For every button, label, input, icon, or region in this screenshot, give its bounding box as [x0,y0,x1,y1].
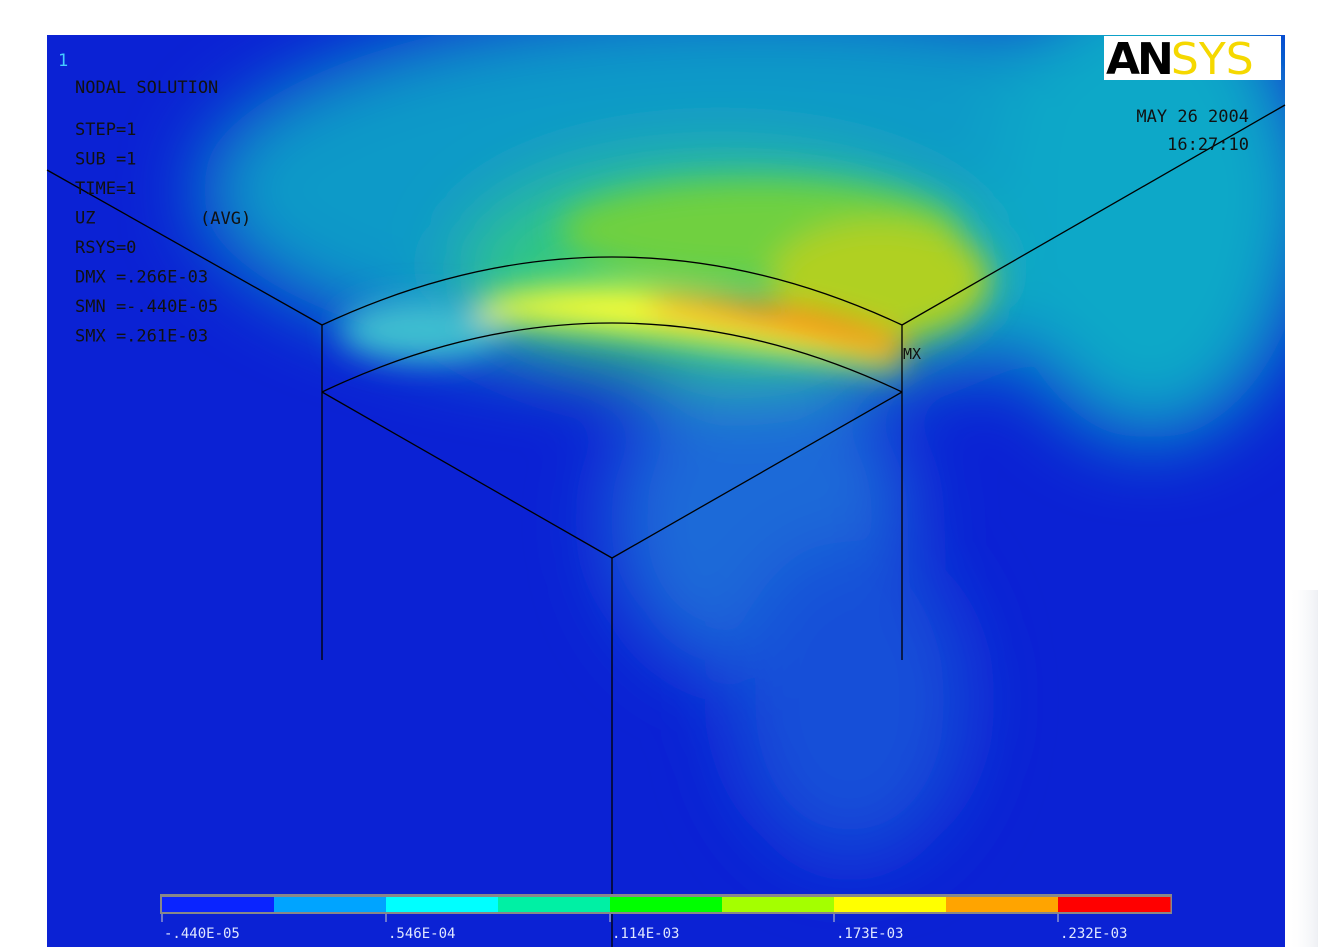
legend-label: .546E-04 [388,926,455,942]
info-line: UZ [75,209,95,229]
legend-label: .114E-03 [612,926,679,942]
legend-swatch [834,897,947,912]
legend-swatch [610,897,723,912]
info-line: SUB =1 [75,150,136,170]
legend-label: .232E-03 [1060,926,1127,942]
contour-plot [47,35,1285,947]
logo: ANSYS [1106,34,1254,85]
legend-swatch [498,897,611,912]
legend-swatch [946,897,1059,912]
info-line: STEP=1 [75,120,136,140]
max-marker: MX [903,345,921,363]
legend-swatch [722,897,835,912]
info-line: RSYS=0 [75,238,136,258]
info-title: NODAL SOLUTION [75,78,218,98]
date: MAY 26 2004 [1136,107,1249,127]
legend-label: .173E-03 [836,926,903,942]
logo-box [1104,36,1281,80]
info-block: STEP=1 SUB =1 TIME=1 UZ RSYS=0 DMX =.266E-03 S… [75,120,218,347]
legend: -.440E-05 .546E-04 .114E-03 .173E-03 .232E-0… [161,897,1171,942]
window-edge [1288,590,1318,947]
logo-light: SYS [1171,34,1254,85]
info-line: SMX =.261E-03 [75,327,208,347]
info-line: SMN =-.440E-05 [75,297,218,317]
legend-label: -.440E-05 [164,926,240,942]
info-line: TIME=1 [75,179,136,199]
legend-swatch [386,897,499,912]
info-avg: (AVG) [200,209,251,229]
geometry-lines [46,104,1286,947]
info-line: DMX =.266E-03 [75,268,208,288]
legend-swatch [162,897,275,912]
logo-dark: AN [1106,34,1171,85]
legend-swatch [274,897,387,912]
legend-swatch [1058,897,1171,912]
time: 16:27:10 [1167,135,1249,155]
window-number: 1 [58,51,68,71]
